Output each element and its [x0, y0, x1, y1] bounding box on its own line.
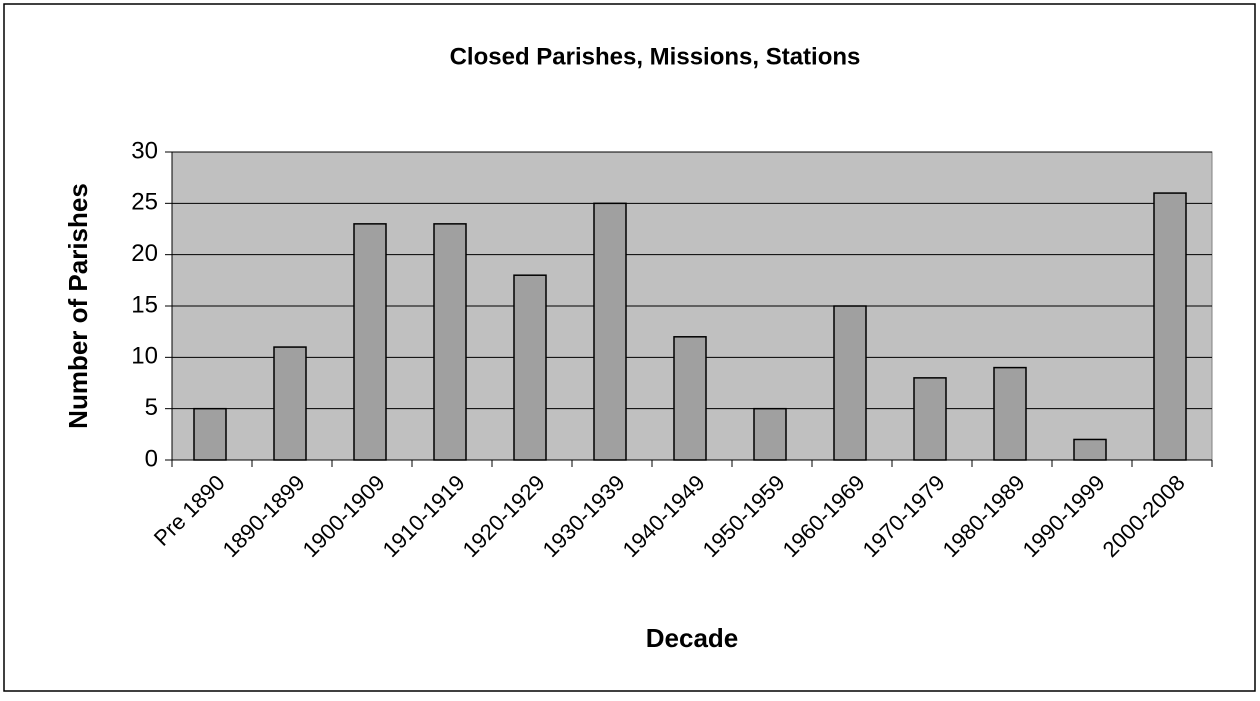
y-axis-label: Number of Parishes: [63, 183, 93, 429]
bar: [913, 377, 947, 461]
bar: [993, 366, 1027, 461]
bar: [1073, 438, 1107, 461]
bar: [433, 223, 467, 461]
x-axis-label: Decade: [646, 623, 739, 653]
y-tick-label: 5: [145, 394, 158, 421]
bar: [753, 407, 787, 461]
bar: [273, 346, 307, 461]
y-tick-label: 30: [131, 137, 158, 164]
bar: [513, 274, 547, 461]
bar: [833, 305, 867, 461]
y-tick-label: 15: [131, 291, 158, 318]
y-tick-label: 20: [131, 240, 158, 267]
bar: [593, 202, 627, 461]
y-tick-label: 10: [131, 343, 158, 370]
bar: [353, 223, 387, 461]
y-tick-label: 0: [145, 445, 158, 472]
bar: [673, 336, 707, 461]
bar: [1153, 192, 1187, 461]
chart-title: Closed Parishes, Missions, Stations: [450, 43, 861, 70]
y-tick-label: 25: [131, 189, 158, 216]
bar: [193, 407, 227, 461]
